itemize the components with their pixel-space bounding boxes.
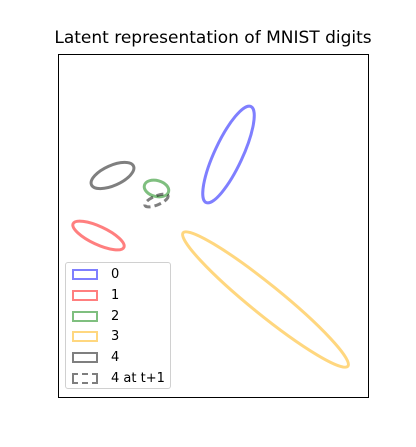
legend-label: 1 <box>111 286 119 306</box>
chart-title: Latent representation of MNIST digits <box>0 28 416 48</box>
legend-entry: 1 <box>66 286 172 306</box>
legend-label: 4 at t+1 <box>111 369 165 389</box>
legend-entry: 4 at t+1 <box>66 369 172 389</box>
legend-label: 2 <box>111 307 119 327</box>
legend-swatch <box>72 331 98 342</box>
legend-entry: 2 <box>66 307 172 327</box>
legend-entry: 4 <box>66 348 172 368</box>
legend-swatch <box>72 373 98 384</box>
legend-label: 3 <box>111 327 119 347</box>
legend-swatch <box>72 352 98 363</box>
legend-label: 0 <box>111 265 119 285</box>
legend-label: 4 <box>111 348 119 368</box>
legend-swatch <box>72 311 98 322</box>
legend-entry: 0 <box>66 265 172 285</box>
legend-swatch <box>72 290 98 301</box>
legend-entry: 3 <box>66 327 172 347</box>
legend-swatch <box>72 269 98 280</box>
